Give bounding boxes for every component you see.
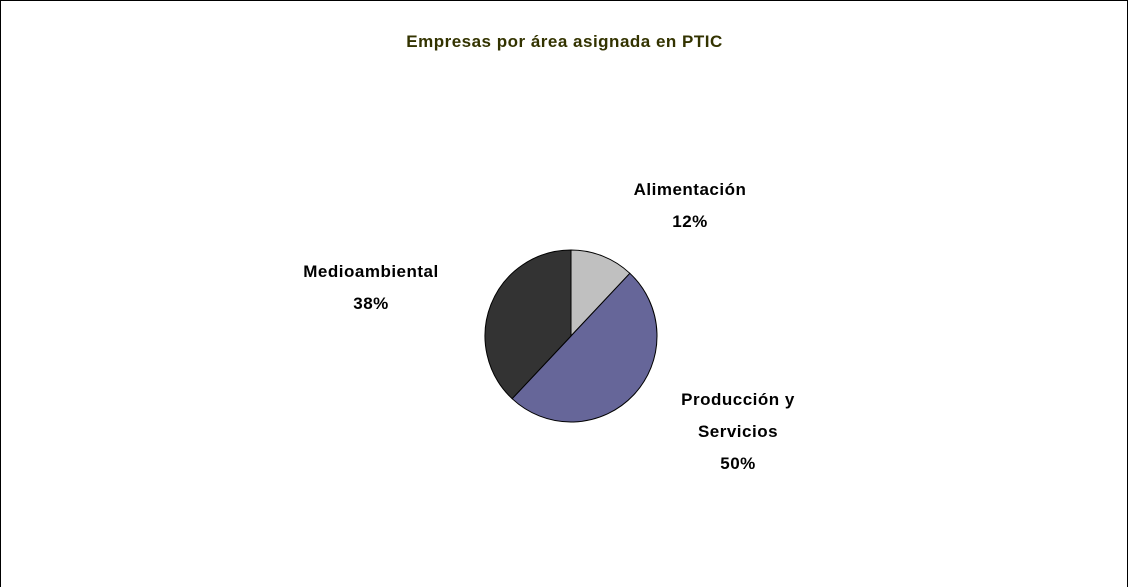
value-label: 12%: [672, 212, 708, 231]
chart-title: Empresas por área asignada en PTIC: [406, 32, 723, 51]
value-label: 50%: [720, 454, 756, 473]
category-label: Alimentación: [633, 180, 747, 199]
category-label: Medioambiental: [303, 262, 439, 281]
pie-slice: [484, 249, 572, 400]
pie-slice: [570, 249, 631, 338]
value-label: 38%: [353, 294, 389, 313]
pie-slice: [511, 272, 658, 423]
slice-label: Producción y Servicios 50%: [653, 384, 823, 480]
category-label: Producción y Servicios: [681, 390, 795, 441]
slice-label: Alimentación 12%: [590, 174, 790, 238]
slice-label: Medioambiental 38%: [271, 256, 471, 320]
